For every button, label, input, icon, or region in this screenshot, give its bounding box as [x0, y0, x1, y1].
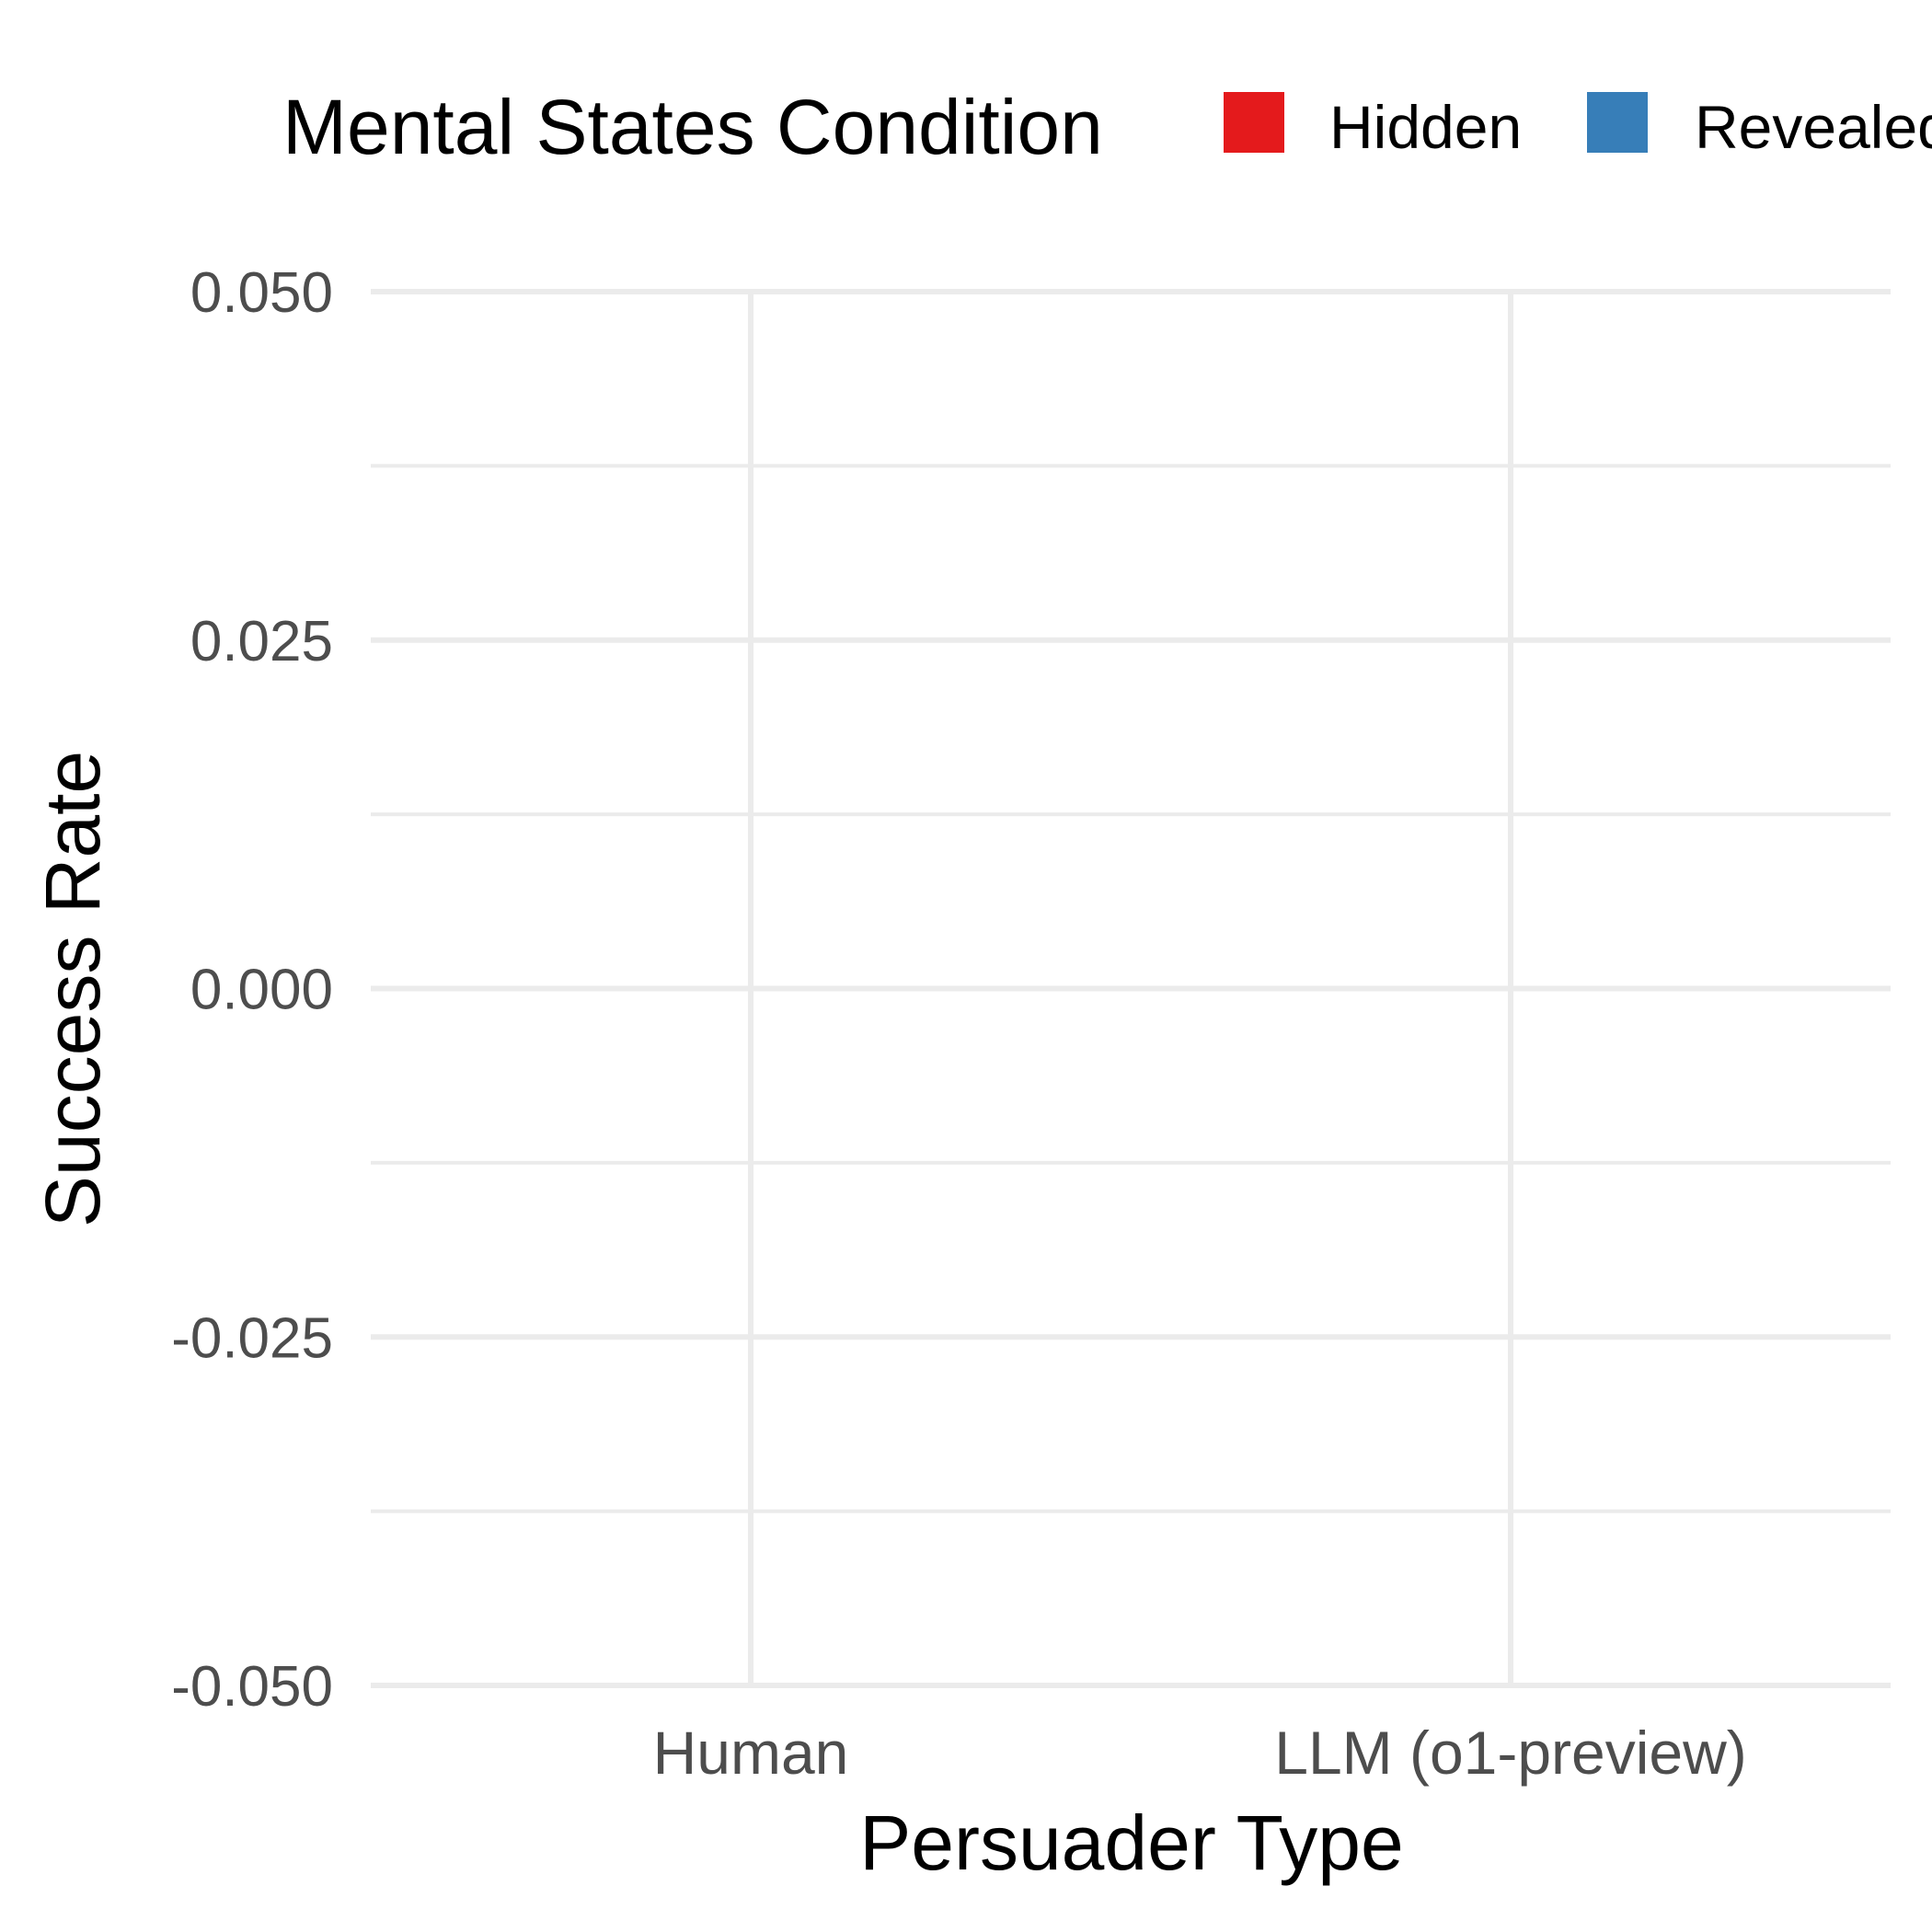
y-tick-labels: -0.050 -0.025 0.000 0.025 0.050	[171, 261, 333, 1719]
legend-title: Mental States Condition	[282, 84, 1103, 170]
legend-swatch-hidden	[1224, 92, 1284, 153]
y-tick-label: 0.050	[190, 261, 333, 325]
legend-label-revealed: Revealed	[1695, 93, 1932, 161]
legend-swatch-revealed	[1587, 92, 1648, 153]
legend: Mental States Condition Hidden Revealed	[282, 84, 1932, 170]
x-tick-label: LLM (o1-preview)	[1274, 1719, 1747, 1787]
gridlines	[371, 289, 1891, 1688]
y-tick-label: 0.025	[190, 610, 333, 673]
x-tick-labels: Human LLM (o1-preview)	[653, 1719, 1747, 1787]
y-axis-title: Success Rate	[29, 751, 116, 1227]
x-tick-label: Human	[653, 1719, 849, 1787]
x-axis-title: Persuader Type	[859, 1800, 1404, 1886]
y-tick-label: 0.000	[190, 959, 333, 1022]
y-tick-label: -0.050	[171, 1655, 333, 1719]
legend-label-hidden: Hidden	[1329, 93, 1522, 161]
y-tick-label: -0.025	[171, 1306, 333, 1370]
